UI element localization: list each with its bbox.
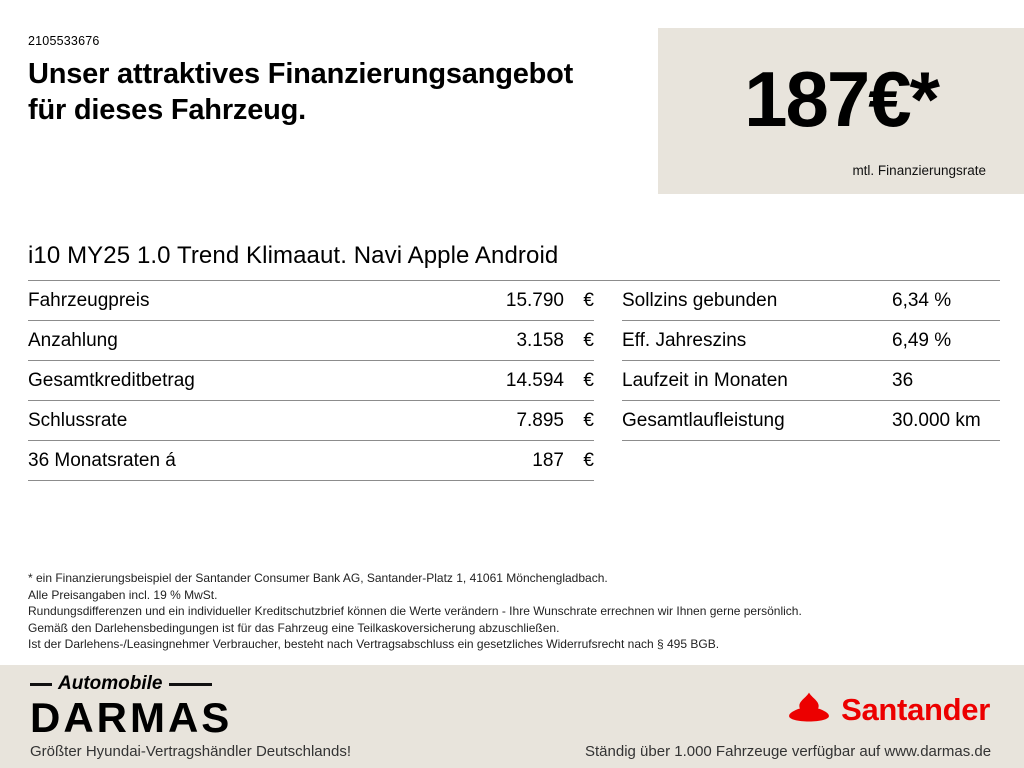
finance-row-schlussrate: Schlussrate 7.895 € [28, 401, 594, 441]
finance-row-unit: € [583, 369, 594, 391]
finance-row-value: 7.895 [516, 409, 564, 431]
vehicle-title: i10 MY25 1.0 Trend Klimaaut. Navi Apple … [28, 242, 559, 269]
finance-row-monatsraten: 36 Monatsraten á 187 € [28, 441, 594, 481]
finance-row-gesamtkreditbetrag: Gesamtkreditbetrag 14.594 € [28, 361, 594, 401]
finance-row-label: Laufzeit in Monaten [622, 369, 788, 391]
footer-band: Automobile DARMAS Santander Größter Hyun… [0, 665, 1024, 768]
santander-wordmark: Santander [841, 691, 990, 727]
finance-row-value: 187 [532, 449, 564, 471]
footer-tagline-left: Größter Hyundai-Vertragshändler Deutschl… [30, 743, 351, 760]
finance-row-unit: € [583, 409, 594, 431]
santander-flame-icon [787, 691, 831, 728]
finance-row-value: 30.000 km [892, 409, 981, 431]
finance-row-unit: € [583, 329, 594, 351]
finance-row-label: Gesamtlaufleistung [622, 409, 785, 431]
title-divider [28, 280, 1000, 281]
finance-row-label: 36 Monatsraten á [28, 449, 176, 471]
darmas-logo-top: Automobile [30, 673, 212, 695]
disclaimer-line-3: Rundungsdifferenzen und ein individuelle… [28, 604, 802, 618]
monthly-rate-caption: mtl. Finanzierungsrate [852, 163, 986, 178]
finance-row-value: 6,34 % [892, 289, 952, 311]
monthly-rate-value: 187€* [744, 55, 940, 143]
darmas-wordmark: DARMAS [30, 694, 233, 741]
finance-row-fahrzeugpreis: Fahrzeugpreis 15.790 € [28, 281, 594, 321]
finance-row-unit: € [583, 289, 594, 311]
finance-row-value: 6,49 % [892, 329, 952, 351]
darmas-logo: Automobile DARMAS [30, 673, 233, 741]
finance-row-jahreszins: Eff. Jahreszins 6,49 % [622, 321, 1000, 361]
disclaimer-line-2: Alle Preisangaben incl. 19 % MwSt. [28, 587, 218, 602]
santander-logo: Santander [787, 691, 990, 728]
reference-number: 2105533676 [28, 34, 100, 48]
finance-row-anzahlung: Anzahlung 3.158 € [28, 321, 594, 361]
monthly-rate-box: 187€* mtl. Finanzierungsrate [658, 28, 1024, 194]
disclaimer-line-4: Gemäß den Darlehensbedingungen ist für d… [28, 620, 560, 635]
heading-line1: Unser attraktives Finanzierungsangebot [28, 58, 574, 90]
disclaimer-line-5: Ist der Darlehens-/Leasingnehmer Verbrau… [28, 637, 720, 651]
footer-tagline-right: Ständig über 1.000 Fahrzeuge verfügbar a… [585, 743, 992, 760]
finance-row-label: Gesamtkreditbetrag [28, 369, 195, 391]
darmas-script-text: Automobile [58, 673, 163, 694]
page-title: Unser attraktives Finanzierungsangebot f… [28, 56, 573, 128]
disclaimer-text: * ein Finanzierungsbeispiel der Santande… [28, 570, 1000, 653]
finance-row-label: Anzahlung [28, 329, 118, 351]
disclaimer-line-1: * ein Finanzierungsbeispiel der Santande… [28, 571, 608, 585]
finance-row-value: 3.158 [516, 329, 564, 351]
finance-row-value: 36 [892, 369, 914, 391]
finance-row-value: 14.594 [505, 369, 564, 391]
darmas-rule-left [30, 682, 52, 686]
finance-row-sollzins: Sollzins gebunden 6,34 % [622, 281, 1000, 321]
finance-row-gesamtlaufleistung: Gesamtlaufleistung 30.000 km [622, 401, 1000, 441]
finance-row-unit: € [583, 449, 594, 471]
heading-line2: für dieses Fahrzeug. [28, 94, 307, 126]
finance-row-label: Sollzins gebunden [622, 289, 778, 311]
finance-table-left: Fahrzeugpreis 15.790 € Anzahlung 3.158 €… [28, 281, 594, 481]
finance-row-label: Fahrzeugpreis [28, 289, 150, 311]
finance-table-right: Sollzins gebunden 6,34 % Eff. Jahreszins… [622, 281, 1000, 441]
finance-row-label: Schlussrate [28, 409, 128, 431]
darmas-rule-right [168, 682, 212, 686]
finance-row-laufzeit: Laufzeit in Monaten 36 [622, 361, 1000, 401]
finance-row-label: Eff. Jahreszins [622, 329, 747, 351]
finance-row-value: 15.790 [505, 289, 564, 311]
